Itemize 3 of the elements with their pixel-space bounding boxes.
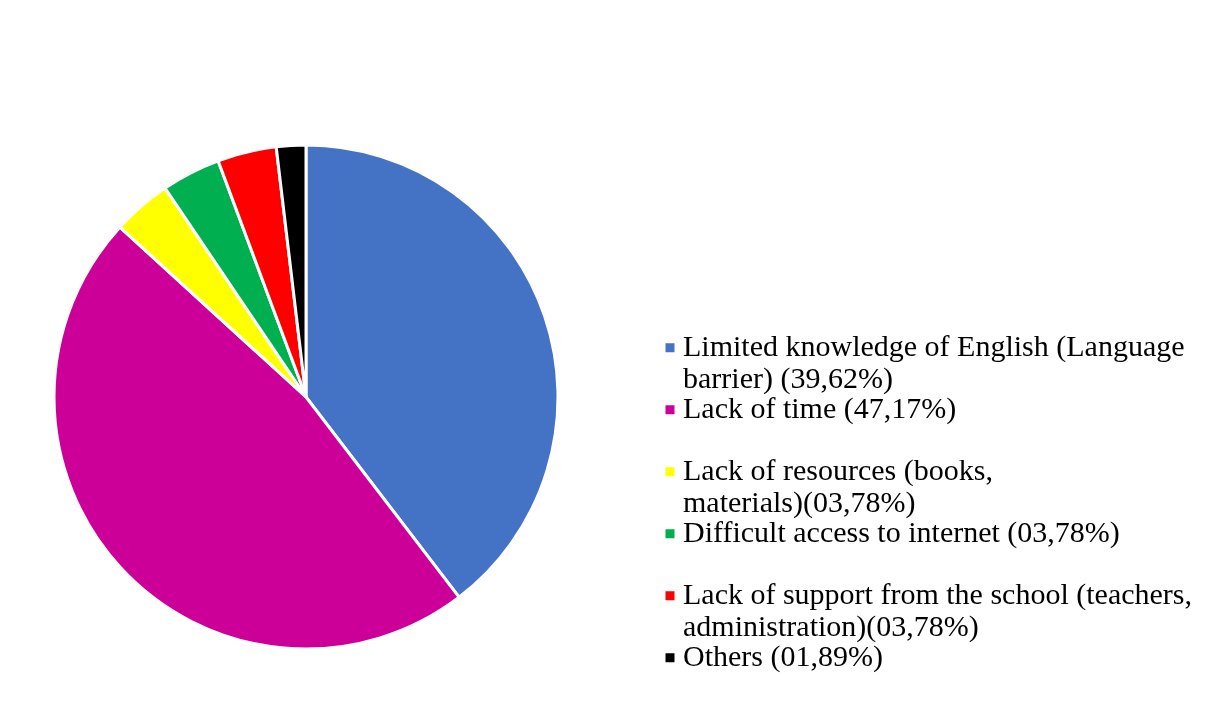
legend-label: Lack of resources (books, materials)(03,78%) xyxy=(683,453,993,519)
legend-label: Limited knowledge of English (Language barrier) (39,62%) xyxy=(683,329,1185,395)
legend-label: Lack of support from the school (teachers, administration)(03,78%) xyxy=(683,577,1192,643)
